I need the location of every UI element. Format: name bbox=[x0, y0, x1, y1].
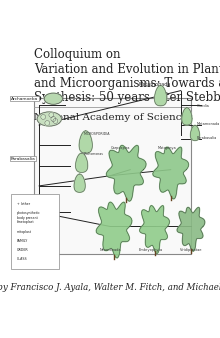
Text: Parabasalia: Parabasalia bbox=[11, 156, 36, 161]
Text: Colloquium on: Colloquium on bbox=[34, 48, 121, 62]
Text: Metamonada: Metamonada bbox=[197, 122, 220, 126]
Ellipse shape bbox=[37, 112, 61, 126]
Text: CLASS: CLASS bbox=[17, 257, 28, 261]
Text: Archamoeba: Archamoeba bbox=[11, 97, 38, 101]
Text: ORDER: ORDER bbox=[17, 248, 29, 252]
Text: + lother: + lother bbox=[17, 202, 30, 206]
Circle shape bbox=[53, 119, 58, 123]
Text: Matopinya: Matopinya bbox=[157, 146, 176, 150]
Text: Metamonada: Metamonada bbox=[138, 81, 171, 87]
Polygon shape bbox=[106, 145, 146, 201]
Text: National Academy of Sciences: National Academy of Sciences bbox=[34, 114, 193, 122]
Polygon shape bbox=[140, 206, 169, 254]
Polygon shape bbox=[191, 125, 200, 141]
Text: Carpospira: Carpospira bbox=[110, 146, 130, 150]
Text: photosynthetic
body present: photosynthetic body present bbox=[17, 211, 41, 220]
Text: Neomonada: Neomonada bbox=[99, 248, 121, 252]
Text: Synthesis: 50 years after Stebbins: Synthesis: 50 years after Stebbins bbox=[34, 91, 220, 104]
Text: MICROSPORIDIA: MICROSPORIDIA bbox=[84, 132, 110, 136]
Circle shape bbox=[45, 121, 50, 125]
Text: Trichomonas: Trichomonas bbox=[84, 152, 104, 156]
Text: Embryophyta: Embryophyta bbox=[138, 248, 163, 252]
Text: kinetoplast: kinetoplast bbox=[17, 220, 35, 224]
Circle shape bbox=[51, 117, 56, 121]
Polygon shape bbox=[182, 108, 192, 125]
Polygon shape bbox=[74, 174, 85, 192]
Ellipse shape bbox=[44, 93, 62, 104]
Polygon shape bbox=[177, 207, 205, 251]
Text: Edited by Francisco J. Ayala, Walter M. Fitch, and Michael I. Clegg: Edited by Francisco J. Ayala, Walter M. … bbox=[0, 283, 220, 292]
Text: Giardia: Giardia bbox=[197, 104, 210, 108]
Text: Variation and Evolution in Plants: Variation and Evolution in Plants bbox=[34, 63, 220, 76]
FancyBboxPatch shape bbox=[11, 194, 59, 269]
Polygon shape bbox=[154, 86, 167, 106]
Circle shape bbox=[41, 115, 46, 119]
Text: FAMILY: FAMILY bbox=[17, 239, 28, 243]
Polygon shape bbox=[76, 153, 88, 172]
FancyBboxPatch shape bbox=[34, 98, 191, 254]
Text: Parabasalia: Parabasalia bbox=[197, 136, 217, 140]
Circle shape bbox=[49, 113, 54, 117]
Text: mitoplast: mitoplast bbox=[17, 230, 32, 234]
Polygon shape bbox=[153, 147, 189, 199]
Text: Viridiplantae: Viridiplantae bbox=[180, 248, 202, 252]
Polygon shape bbox=[96, 202, 132, 258]
Text: and Microorganisms: Towards a New: and Microorganisms: Towards a New bbox=[34, 77, 220, 90]
Polygon shape bbox=[79, 131, 92, 153]
